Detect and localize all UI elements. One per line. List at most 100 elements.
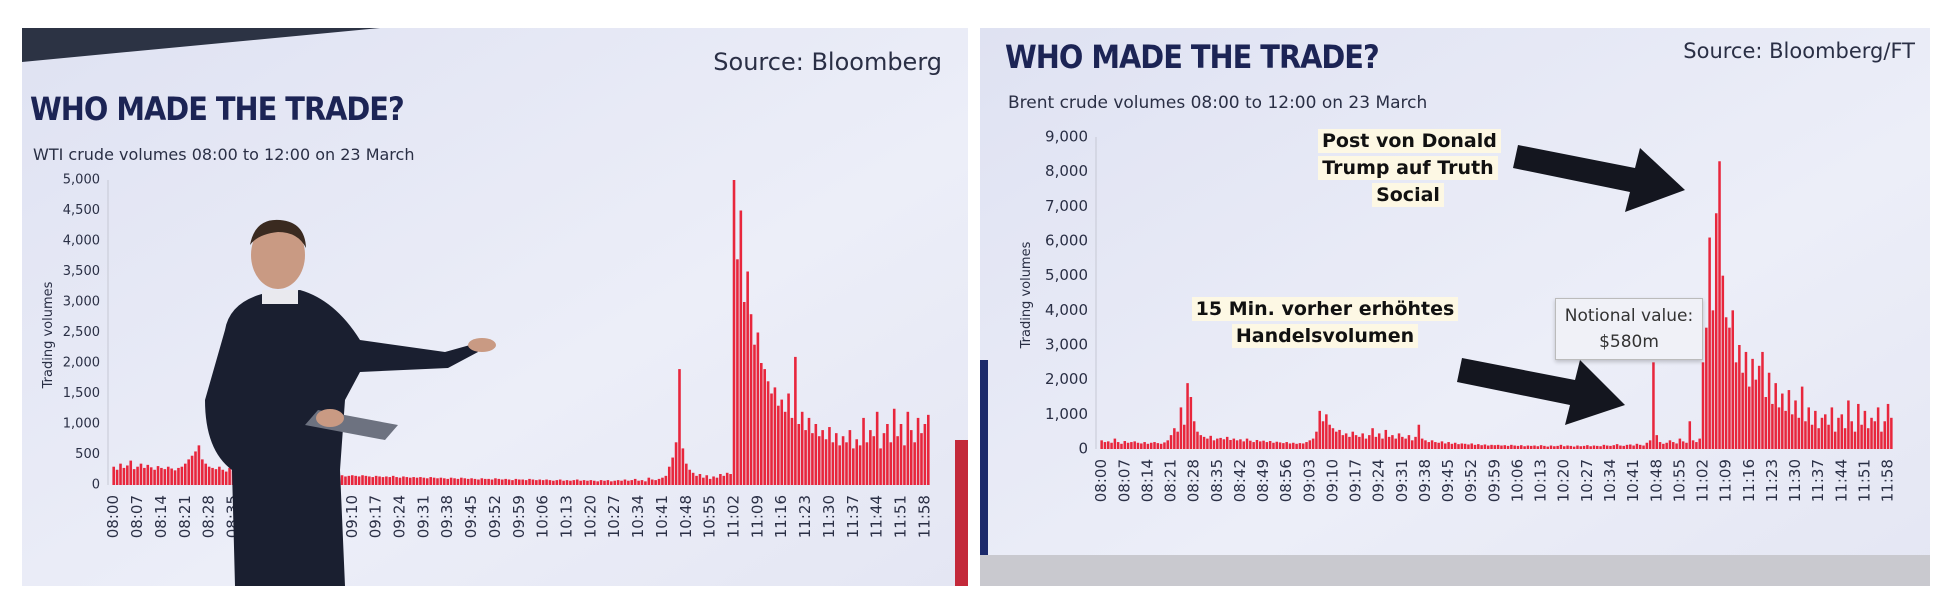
bar [1364,438,1368,449]
bar [1503,445,1507,449]
bar [385,476,388,485]
bar [538,479,542,485]
bar [1870,417,1873,449]
bar [1857,403,1860,449]
bar [204,463,208,485]
x-tick-label: 11:51 [1855,459,1873,502]
bar [207,466,211,485]
bar [1675,443,1678,449]
x-tick-label: 10:27 [1578,459,1596,502]
bar [575,479,579,485]
x-tick-label: 11:23 [1763,459,1781,502]
bar [729,474,732,485]
bar [1738,345,1741,449]
y-tick-label: 1,000 [63,417,100,432]
bar [1103,442,1107,449]
bar [848,430,852,485]
bar [408,477,412,485]
bar [381,477,385,485]
bar [650,479,654,485]
bar [790,417,794,485]
bar [425,478,429,485]
bar [1549,445,1553,449]
bar [875,411,879,485]
bar [705,475,709,485]
bar [1427,442,1431,449]
x-tick-label: 09:59 [1485,459,1503,502]
x-tick-label: 10:41 [1624,459,1642,502]
bar [211,467,214,485]
bar [1536,446,1540,449]
x-tick-label: 09:10 [1323,459,1341,502]
x-tick-label: 10:06 [1508,459,1526,502]
bar [780,399,784,485]
bar [224,471,228,485]
bar [1460,443,1464,449]
bar [1688,421,1692,449]
bar [552,480,555,485]
bar [1107,441,1110,449]
bar [504,478,507,485]
bar [1282,443,1285,449]
bar [892,408,896,485]
x-tick-label: 10:13 [1532,459,1550,502]
annotation: 15 Min. vorher erhöhtes Handelsvolumen [1185,296,1465,350]
bar [569,480,572,485]
bar [1311,438,1315,449]
bar [865,442,869,485]
bar [1308,440,1312,449]
x-tick-label: 08:28 [200,495,218,538]
bar [170,468,173,485]
bar [1265,442,1269,449]
bar [872,436,876,485]
x-tick-label: 11:23 [796,495,814,538]
bar [797,424,801,485]
bar [1579,446,1583,449]
bar [136,466,139,485]
bar [1374,436,1378,449]
bar [1242,441,1245,449]
bar [623,479,627,485]
bar [1100,440,1103,449]
bar [1672,442,1675,449]
bar [1252,442,1255,449]
bar [1751,358,1754,449]
x-tick-label: 09:59 [510,495,528,538]
x-tick-label: 08:28 [1185,459,1203,502]
bar [1556,445,1559,449]
bar [439,477,443,485]
x-tick-label: 09:17 [367,495,385,538]
bar [1615,444,1619,449]
x-tick-label: 08:56 [1277,459,1295,502]
x-tick-label: 09:10 [343,495,361,538]
bar [1116,442,1120,449]
x-tick-label: 10:20 [581,495,599,538]
bar [1387,436,1391,449]
bar [183,463,187,485]
bar [814,424,818,485]
bar [1810,424,1814,449]
bar [357,476,361,485]
bar [350,475,354,485]
bar [1807,407,1810,449]
bar [800,411,804,485]
x-tick-label: 11:58 [915,495,933,538]
bar [1843,428,1847,449]
bar [1837,417,1840,449]
bar [1206,438,1209,449]
bar [1800,386,1804,449]
x-tick-label: 09:38 [438,495,456,538]
bar [1748,386,1751,449]
x-tick-label: 11:09 [748,495,766,538]
bar [1179,407,1183,449]
bar [1295,443,1298,449]
x-tick-label: 08:07 [1115,459,1133,502]
bar [1156,443,1160,449]
y-tick-label: 8,000 [1045,162,1088,180]
bar [1642,445,1645,449]
bar [817,436,821,485]
x-tick-label: 09:31 [1393,459,1411,502]
bar [746,271,749,485]
bar [804,430,807,485]
